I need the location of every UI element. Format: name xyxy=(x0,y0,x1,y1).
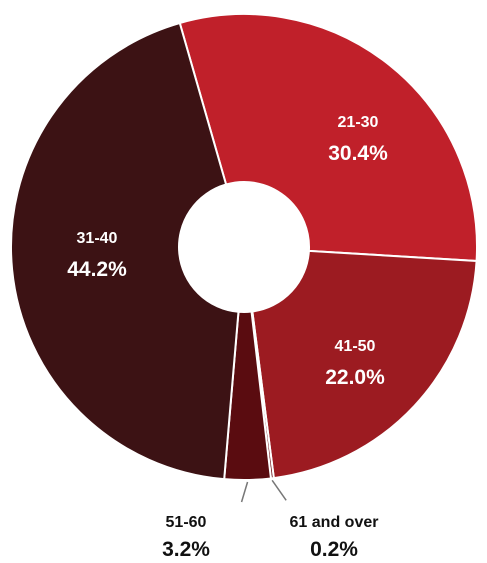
leader-line-61-and-over xyxy=(271,479,287,501)
slice-label-21-30-percent: 30.4% xyxy=(328,142,388,165)
leader-lines xyxy=(240,479,287,503)
slice-label-41-50-percent: 22.0% xyxy=(325,366,385,389)
slice-label-51-60-category: 51-60 xyxy=(166,514,207,531)
slice-label-61-and-over-percent: 0.2% xyxy=(310,538,358,561)
slice-label-31-40-percent: 44.2% xyxy=(67,258,127,281)
donut-slices xyxy=(10,13,478,481)
donut-slice-31-40 xyxy=(10,21,240,481)
leader-line-51-60 xyxy=(240,481,249,503)
donut-slice-21-30 xyxy=(178,13,478,263)
slice-label-41-50-category: 41-50 xyxy=(335,338,376,355)
slice-label-21-30-category: 21-30 xyxy=(338,114,379,131)
slice-label-31-40-category: 31-40 xyxy=(77,230,118,247)
donut-slice-41-50 xyxy=(251,249,478,480)
slice-label-51-60-percent: 3.2% xyxy=(162,538,210,561)
slice-label-61-and-over-category: 61 and over xyxy=(290,514,379,531)
slice-labels: 21-30 30.4% 41-50 22.0% 31-40 44.2% 51-6… xyxy=(67,114,388,561)
